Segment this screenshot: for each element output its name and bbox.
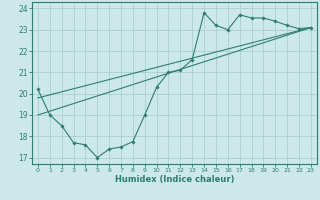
X-axis label: Humidex (Indice chaleur): Humidex (Indice chaleur): [115, 175, 234, 184]
